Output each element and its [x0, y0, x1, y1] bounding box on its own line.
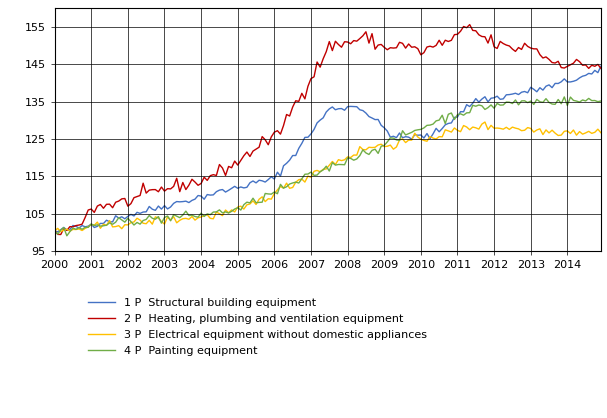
- 1 P  Structural building equipment: [539, 88, 546, 93]
- 4 P  Painting equipment: [262, 191, 269, 196]
- 3 P  Electrical equipment without domestic appliances: [542, 127, 549, 133]
- Legend: 1 P  Structural building equipment, 2 P  Heating, plumbing and ventilation equip: 1 P Structural building equipment, 2 P H…: [87, 298, 427, 357]
- 4 P  Painting equipment: [585, 96, 592, 101]
- 3 P  Electrical equipment without domestic appliances: [597, 130, 605, 135]
- 3 P  Electrical equipment without domestic appliances: [63, 227, 70, 232]
- 4 P  Painting equipment: [167, 218, 174, 223]
- 1 P  Structural building equipment: [63, 227, 70, 232]
- Line: 2 P  Heating, plumbing and ventilation equipment: 2 P Heating, plumbing and ventilation eq…: [55, 25, 601, 234]
- 2 P  Heating, plumbing and ventilation equipment: [118, 196, 126, 201]
- 2 P  Heating, plumbing and ventilation equipment: [51, 227, 58, 232]
- 4 P  Painting equipment: [597, 99, 605, 104]
- 4 P  Painting equipment: [63, 233, 70, 238]
- 4 P  Painting equipment: [51, 228, 58, 233]
- Line: 4 P  Painting equipment: 4 P Painting equipment: [55, 97, 601, 236]
- 1 P  Structural building equipment: [118, 214, 126, 219]
- 3 P  Electrical equipment without domestic appliances: [57, 229, 64, 234]
- 2 P  Heating, plumbing and ventilation equipment: [542, 54, 549, 59]
- 3 P  Electrical equipment without domestic appliances: [262, 199, 269, 204]
- 1 P  Structural building equipment: [54, 229, 61, 234]
- 3 P  Electrical equipment without domestic appliances: [51, 229, 58, 234]
- 1 P  Structural building equipment: [167, 204, 174, 209]
- 1 P  Structural building equipment: [597, 64, 605, 69]
- 4 P  Painting equipment: [539, 100, 546, 105]
- 2 P  Heating, plumbing and ventilation equipment: [597, 66, 605, 71]
- 1 P  Structural building equipment: [262, 180, 269, 185]
- 2 P  Heating, plumbing and ventilation equipment: [63, 228, 70, 233]
- 3 P  Electrical equipment without domestic appliances: [585, 129, 592, 134]
- 4 P  Painting equipment: [561, 94, 568, 99]
- 3 P  Electrical equipment without domestic appliances: [118, 226, 126, 231]
- 2 P  Heating, plumbing and ventilation equipment: [262, 137, 269, 142]
- 4 P  Painting equipment: [60, 225, 67, 230]
- 4 P  Painting equipment: [118, 217, 126, 222]
- 2 P  Heating, plumbing and ventilation equipment: [57, 232, 64, 237]
- 2 P  Heating, plumbing and ventilation equipment: [585, 66, 592, 71]
- Line: 3 P  Electrical equipment without domestic appliances: 3 P Electrical equipment without domesti…: [55, 122, 601, 232]
- Line: 1 P  Structural building equipment: 1 P Structural building equipment: [55, 66, 601, 232]
- 2 P  Heating, plumbing and ventilation equipment: [167, 186, 174, 191]
- 1 P  Structural building equipment: [582, 73, 589, 78]
- 3 P  Electrical equipment without domestic appliances: [167, 217, 174, 222]
- 1 P  Structural building equipment: [51, 229, 58, 234]
- 2 P  Heating, plumbing and ventilation equipment: [466, 22, 473, 27]
- 3 P  Electrical equipment without domestic appliances: [481, 120, 489, 125]
